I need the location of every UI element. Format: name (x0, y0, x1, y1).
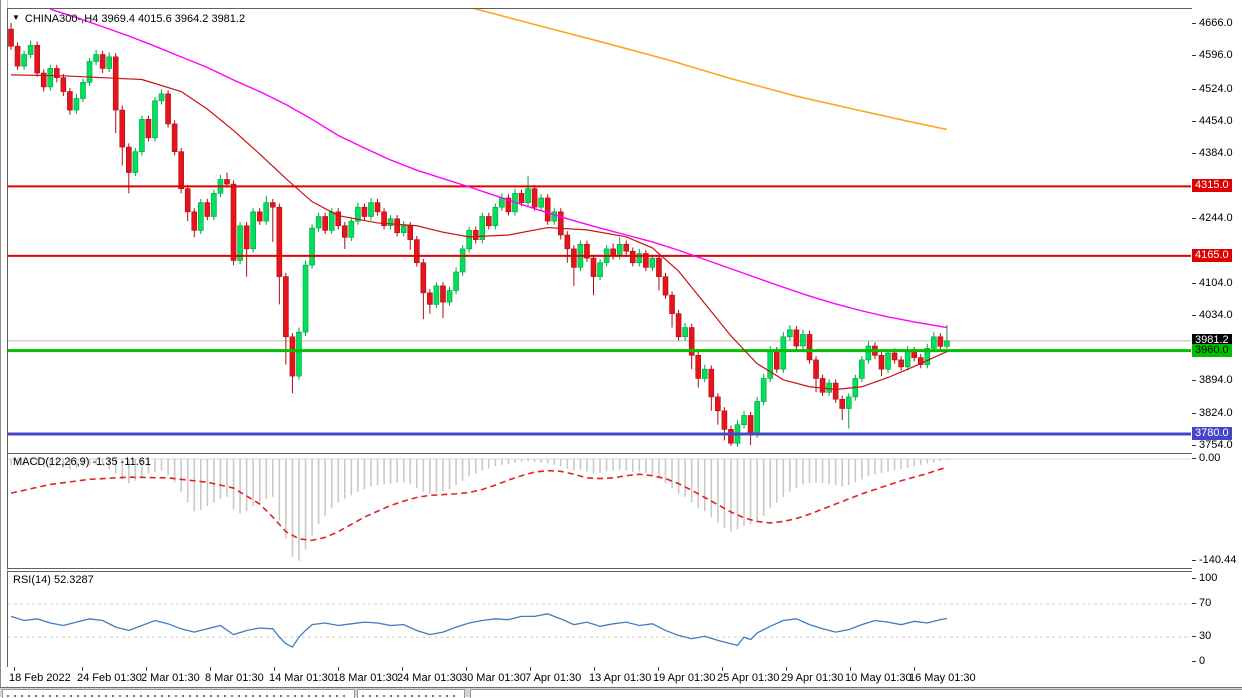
date-label: 19 Apr 01:30 (653, 672, 716, 684)
macd-panel[interactable]: MACD(12,26,9) -1.35 -11.61 (7, 453, 1194, 569)
date-tick-mark (786, 667, 787, 671)
axis-tick-mark (1192, 23, 1196, 24)
date-tick-mark (594, 667, 595, 671)
chart-tab[interactable] (357, 689, 465, 698)
moving-averages-layer (10, 9, 948, 391)
date-label: 16 May 01:30 (909, 672, 976, 684)
date-tick-mark (274, 667, 275, 671)
date-label: 25 Apr 01:30 (717, 672, 780, 684)
date-label: 13 Apr 01:30 (589, 672, 652, 684)
date-tick-mark (658, 667, 659, 671)
price-tick-label: 4596.0 (1199, 49, 1233, 61)
rsi-chart[interactable] (8, 572, 1191, 665)
price-level-tag: 4315.0 (1192, 179, 1232, 192)
axis-tick-mark (1192, 578, 1196, 579)
price-tick-label: 0 (1199, 655, 1206, 667)
macd-histogram-layer (10, 459, 948, 561)
rsi-panel[interactable]: RSI(14) 52.3287 (7, 571, 1194, 668)
date-tick-mark (530, 667, 531, 671)
date-label: 14 Mar 01:30 (269, 672, 334, 684)
date-label: 24 Feb 01:30 (77, 672, 142, 684)
date-label: 18 Mar 01:30 (333, 672, 398, 684)
price-tick-label: 4524.0 (1199, 83, 1233, 95)
date-tick-mark (722, 667, 723, 671)
price-axis[interactable]: 4666.0 4596.0 4524.0 4454.0 4384.0 4315.0 4244… (1192, 0, 1242, 686)
clipped-tab-text (362, 695, 460, 697)
clipped-tab-text (7, 695, 350, 697)
rsi-value: 52.3287 (53, 574, 94, 586)
axis-tick-mark (1192, 413, 1196, 414)
axis-tick-mark (1192, 55, 1196, 56)
price-tick-label: 4666.0 (1199, 17, 1233, 29)
axis-tick-mark (1192, 458, 1196, 459)
main-chart-panel[interactable]: ▼ CHINA300-,H4 3969.4 4015.6 3964.2 3981.… (7, 8, 1194, 454)
price-tick-label: 4244.0 (1199, 212, 1233, 224)
axis-tick-mark (1192, 315, 1196, 316)
rsi-name: RSI(14) (13, 574, 51, 586)
date-tick-mark (338, 667, 339, 671)
axis-tick-mark (1192, 121, 1196, 122)
price-tick-label: 3754.0 (1199, 439, 1233, 451)
date-label: 10 May 01:30 (845, 672, 912, 684)
axis-tick-mark (1192, 89, 1196, 90)
macd-label: MACD(12,26,9) -1.35 -11.61 (13, 456, 151, 469)
date-label: 29 Apr 01:30 (781, 672, 844, 684)
axis-tick-mark (1192, 560, 1196, 561)
axis-tick-mark (1192, 283, 1196, 284)
macd-signal-line (10, 466, 948, 542)
price-tick-label: 100 (1199, 572, 1218, 584)
price-tick-label: 70 (1199, 597, 1212, 609)
date-label: 8 Mar 01:30 (205, 672, 264, 684)
date-axis[interactable]: 18 Feb 2022 24 Feb 01:30 2 Mar 01:30 8 Mar … (7, 667, 1192, 686)
date-label: 24 Mar 01:30 (397, 672, 462, 684)
axis-tick-mark (1192, 636, 1196, 637)
price-level-tag: 4165.0 (1192, 249, 1232, 262)
macd-chart[interactable] (8, 454, 1191, 566)
axis-tick-mark (1192, 380, 1196, 381)
date-label: 7 Apr 01:30 (525, 672, 582, 684)
rsi-line (10, 613, 948, 648)
axis-tick-mark (1192, 218, 1196, 219)
symbol-dropdown-icon[interactable]: ▼ (12, 13, 20, 22)
date-label: 18 Feb 2022 (9, 672, 71, 684)
axis-tick-mark (1192, 603, 1196, 604)
macd-name: MACD(12,26,9) (13, 456, 90, 468)
price-tick-label: 4104.0 (1199, 277, 1233, 289)
chart-title: ▼ CHINA300-,H4 3969.4 4015.6 3964.2 3981.… (12, 11, 245, 26)
candles-layer (8, 23, 950, 447)
date-tick-mark (914, 667, 915, 671)
rsi-label: RSI(14) 52.3287 (13, 574, 94, 587)
price-level-tag: 3981.2 (1192, 334, 1232, 347)
axis-tick-mark (1192, 661, 1196, 662)
date-label: 30 Mar 01:30 (461, 672, 526, 684)
axis-tick-mark (1192, 445, 1196, 446)
date-tick-mark (402, 667, 403, 671)
date-tick-mark (466, 667, 467, 671)
date-tick-mark (82, 667, 83, 671)
date-tick-mark (850, 667, 851, 671)
chart-tab[interactable] (470, 689, 1242, 698)
date-label: 2 Mar 01:30 (141, 672, 200, 684)
candlestick-chart[interactable] (8, 9, 1191, 451)
level-lines-layer (8, 185, 1191, 436)
price-tick-label: 4454.0 (1199, 115, 1233, 127)
price-tick-label: 3894.0 (1199, 374, 1233, 386)
chart-tab[interactable] (2, 689, 355, 698)
date-tick-mark (210, 667, 211, 671)
price-level-tag: 3780.0 (1192, 427, 1232, 440)
axis-tick-mark (1192, 153, 1196, 154)
price-tick-label: 3824.0 (1199, 407, 1233, 419)
date-tick-mark (14, 667, 15, 671)
price-level-tag: 3960.0 (1192, 344, 1232, 357)
price-tick-label: 0.00 (1199, 452, 1221, 464)
price-tick-label: 30 (1199, 630, 1212, 642)
date-tick-mark (146, 667, 147, 671)
price-tick-label: -140.44 (1199, 554, 1237, 566)
macd-values: -1.35 -11.61 (92, 456, 151, 468)
price-tick-label: 4384.0 (1199, 147, 1233, 159)
ohlc-values-label: 3969.4 4015.6 3964.2 3981.2 (101, 13, 246, 25)
symbol-timeframe-label: CHINA300-,H4 (24, 13, 99, 25)
price-tick-label: 4034.0 (1199, 309, 1233, 321)
